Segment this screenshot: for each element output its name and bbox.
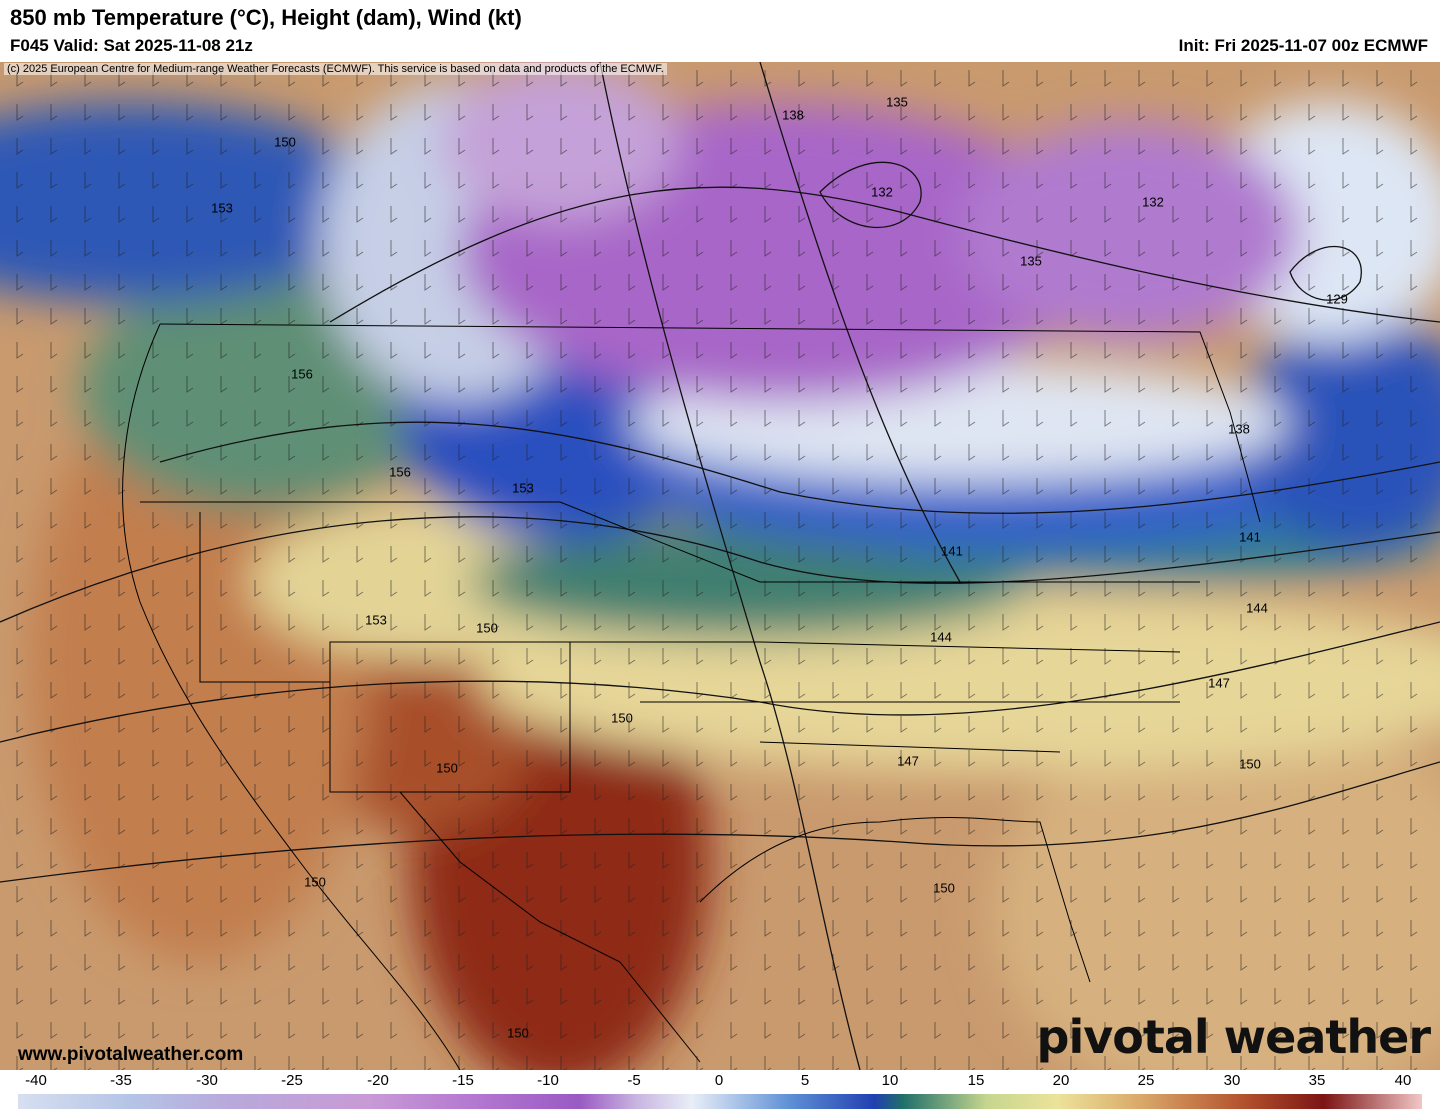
- height-label: 135: [886, 94, 908, 110]
- scale-tick: -15: [452, 1072, 474, 1089]
- init-time: Init: Fri 2025-11-07 00z ECMWF: [1178, 36, 1428, 55]
- height-label: 153: [512, 480, 534, 496]
- scale-tick: -35: [110, 1072, 132, 1089]
- height-label: 141: [1239, 529, 1261, 545]
- scale-tick: 20: [1052, 1072, 1070, 1089]
- scale-tick: -40: [25, 1072, 47, 1089]
- height-label: 156: [389, 464, 411, 480]
- height-label: 132: [1142, 194, 1164, 210]
- scale-tick: -10: [537, 1072, 559, 1089]
- header: 850 mb Temperature (°C), Height (dam), W…: [0, 0, 1440, 62]
- height-label: 147: [1208, 675, 1230, 691]
- valid-time: F045 Valid: Sat 2025-11-08 21z: [10, 36, 253, 55]
- scale-tick: -25: [281, 1072, 303, 1089]
- height-label: 129: [1326, 291, 1348, 307]
- scale-tick: 10: [881, 1072, 899, 1089]
- height-label: 138: [782, 107, 804, 123]
- scale-tick: 25: [1137, 1072, 1155, 1089]
- copyright-notice: (c) 2025 European Centre for Medium-rang…: [4, 63, 667, 75]
- height-label: 156: [291, 366, 313, 382]
- height-label: 132: [871, 184, 893, 200]
- scale-tick: 30: [1223, 1072, 1241, 1089]
- height-label: 141: [941, 543, 963, 559]
- height-label: 150: [476, 620, 498, 636]
- scale-tick: -20: [367, 1072, 389, 1089]
- color-scale-bar: [18, 1094, 1422, 1109]
- height-label: 135: [1020, 253, 1042, 269]
- scale-tick: -5: [627, 1072, 641, 1089]
- height-label: 144: [1246, 600, 1268, 616]
- height-label: 150: [611, 710, 633, 726]
- height-label: 150: [1239, 756, 1261, 772]
- weather-map[interactable]: (c) 2025 European Centre for Medium-rang…: [0, 62, 1440, 1070]
- color-scale: -40 -35 -30 -25 -20 -15 -10 -5 0 5 10 15…: [0, 1070, 1440, 1113]
- height-label: 138: [1228, 421, 1250, 437]
- height-label: 144: [930, 629, 952, 645]
- scale-tick: 35: [1308, 1072, 1326, 1089]
- site-url[interactable]: www.pivotalweather.com: [18, 1044, 244, 1065]
- scale-tick: 0: [714, 1072, 724, 1089]
- brand-logo: pivotal weather: [1036, 1010, 1431, 1064]
- height-label: 150: [436, 760, 458, 776]
- map-canvas: [0, 62, 1440, 1070]
- height-label: 153: [365, 612, 387, 628]
- height-label: 153: [211, 200, 233, 216]
- height-label: 150: [274, 134, 296, 150]
- height-label: 150: [304, 874, 326, 890]
- scale-tick: 5: [800, 1072, 810, 1089]
- height-label: 150: [933, 880, 955, 896]
- scale-tick: -30: [196, 1072, 218, 1089]
- scale-tick: 15: [967, 1072, 985, 1089]
- height-label: 147: [897, 753, 919, 769]
- height-label: 150: [507, 1025, 529, 1041]
- color-scale-ticks: -40 -35 -30 -25 -20 -15 -10 -5 0 5 10 15…: [0, 1072, 1440, 1092]
- scale-tick: 40: [1394, 1072, 1412, 1089]
- map-title: 850 mb Temperature (°C), Height (dam), W…: [10, 5, 522, 30]
